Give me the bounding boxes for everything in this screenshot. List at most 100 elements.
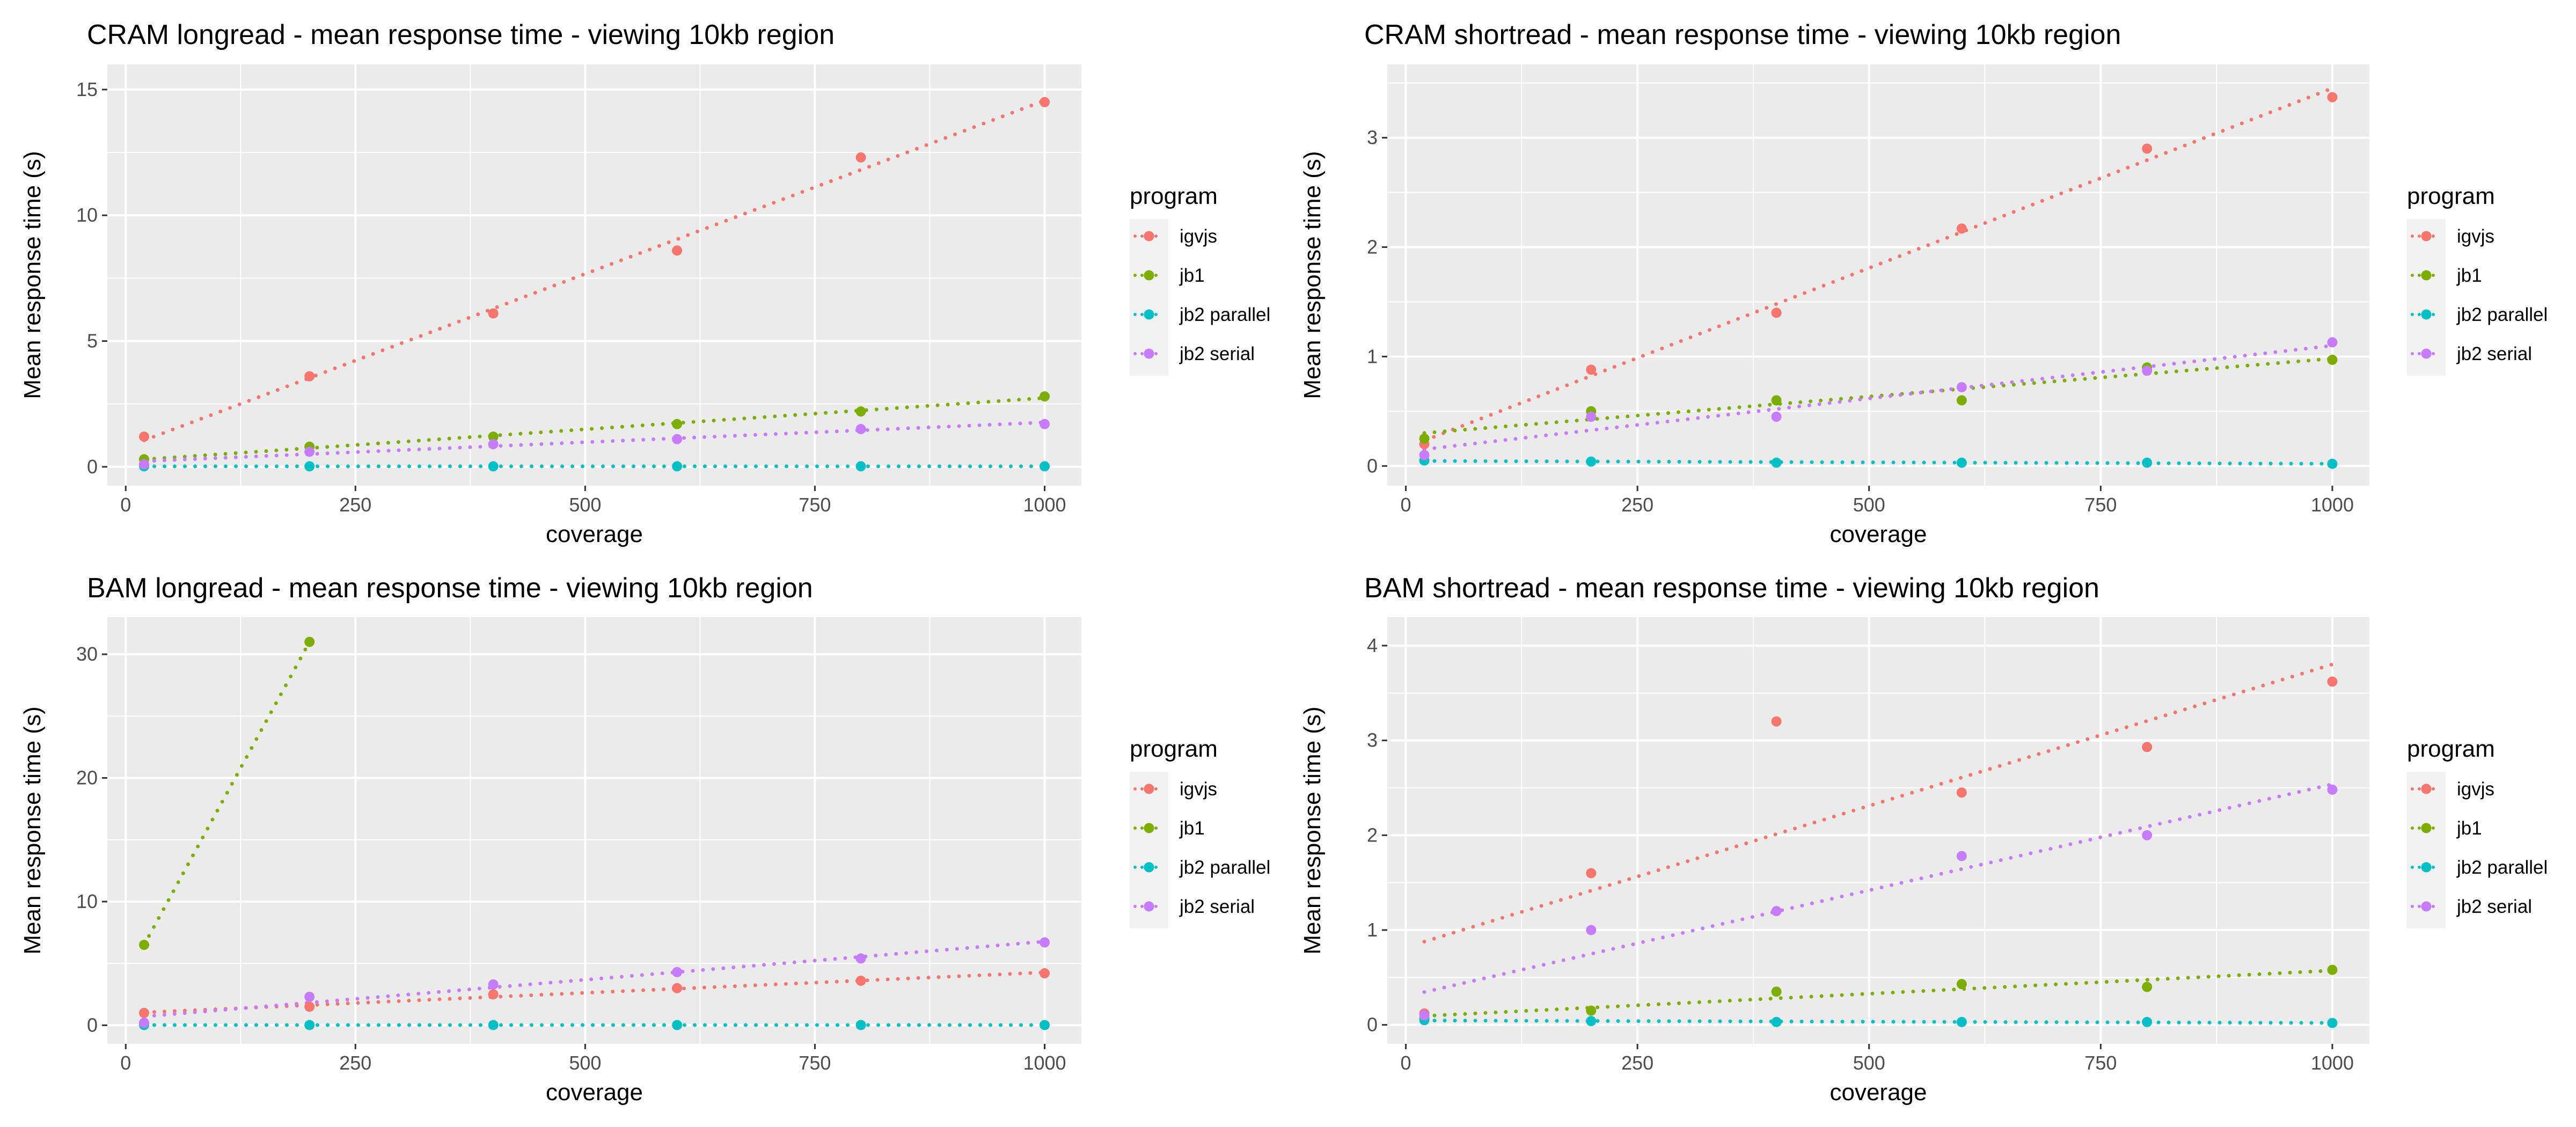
data-point-jb1 [1586,1005,1597,1016]
plot-panel [1387,64,2369,486]
data-point-jb1 [1040,391,1050,402]
y-tick-label: 0 [87,1014,98,1036]
data-point-jb1 [1771,395,1782,406]
plot-panel [107,64,1081,486]
data-point-igvjs [672,245,683,256]
legend-key-point [2421,784,2432,794]
x-tick-label: 500 [569,1052,601,1074]
data-point-igvjs [1586,364,1597,375]
data-point-igvjs [1040,97,1050,107]
legend-item: jb1 [2411,265,2482,286]
legend-key-point [2421,231,2432,241]
data-point-igvjs [1771,308,1782,318]
data-point-jb2-serial [855,424,866,435]
legend-item: igvjs [1133,226,1217,247]
plot-title: BAM shortread - mean response time - vie… [1364,573,2099,604]
data-point-jb2-parallel [1586,1016,1597,1027]
data-point-jb2-parallel [1040,461,1050,472]
plot-title: CRAM shortread - mean response time - vi… [1364,19,2121,50]
data-point-igvjs [488,308,499,319]
legend-item: jb2 serial [1133,343,1255,364]
data-point-jb2-parallel [304,1020,315,1030]
data-point-jb2-serial [855,953,866,964]
data-point-jb1 [488,431,499,442]
data-point-igvjs [488,989,499,1000]
x-tick-label: 750 [799,1052,831,1074]
y-tick-label: 1 [1367,345,1378,367]
x-tick-label: 500 [569,494,601,516]
data-point-jb2-parallel [2142,1016,2153,1027]
x-tick-label: 1000 [2311,494,2354,516]
legend-label: jb1 [1179,265,1205,286]
legend-key-point [2421,309,2432,320]
legend: program igvjs jb1 jb2 parallel jb2 serial [2407,183,2548,376]
data-point-jb2-serial [1419,450,1430,460]
y-axis-label: Mean response time (s) [1299,151,1326,399]
legend-key-point [1144,348,1154,359]
legend-item: igvjs [1133,779,1217,800]
data-point-jb2-serial [1586,412,1597,422]
data-point-jb1 [1419,433,1430,444]
legend-item: jb2 parallel [2411,857,2548,878]
legend-item: jb2 parallel [1133,304,1270,325]
x-tick-label: 250 [1621,494,1653,516]
legend-item: jb1 [1133,818,1205,839]
legend-key-point [1144,309,1154,320]
legend-key-point [2421,823,2432,833]
legend-item: jb1 [2411,818,2482,839]
data-point-jb2-parallel [1586,456,1597,467]
data-point-jb2-serial [304,991,315,1002]
data-point-jb2-serial [672,434,683,444]
legend-key-point [1144,270,1154,281]
legend-key-point [2421,901,2432,912]
y-tick-label: 0 [87,456,98,478]
trend-line-jb2-serial [142,939,1047,1019]
legend-key-point [1144,823,1154,833]
data-point-igvjs [1956,223,1967,234]
legend-label: igvjs [2457,779,2494,800]
legend-label: jb1 [2456,265,2482,286]
x-tick-label: 750 [799,494,831,516]
legend-label: jb2 parallel [2456,857,2548,878]
data-point-jb2-serial [1771,906,1782,917]
legend-key-point [2421,348,2432,359]
legend-key-point [1144,231,1154,241]
x-axis-label: coverage [546,521,643,547]
legend-label: jb2 parallel [1179,304,1270,325]
trend-line-igvjs [1422,86,2334,443]
legend-title: program [2407,183,2495,209]
data-point-jb2-parallel [855,1020,866,1030]
x-tick-label: 750 [2084,1052,2117,1074]
y-axis-label: Mean response time (s) [1299,706,1326,954]
legend-item: jb2 parallel [1133,857,1270,878]
data-point-jb2-serial [1419,1010,1430,1021]
trend-line-jb1 [1422,356,2334,435]
y-tick-label: 1 [1367,919,1378,941]
y-tick-label: 5 [87,330,98,352]
trend-line-jb2-parallel [1422,459,2334,466]
data-point-igvjs [855,152,866,163]
y-axis-label: Mean response time (s) [19,151,46,399]
y-tick-label: 10 [76,204,98,226]
y-tick-label: 2 [1367,824,1378,846]
data-point-igvjs [304,371,315,382]
y-tick-label: 4 [1367,634,1378,656]
y-tick-label: 15 [76,78,98,100]
data-point-jb1 [138,940,149,950]
y-tick-label: 20 [76,767,98,789]
y-tick-label: 3 [1367,127,1378,149]
trend-line-jb1 [1422,968,2334,1018]
legend-item: jb2 serial [2411,896,2532,917]
data-point-jb2-serial [1040,419,1050,429]
data-point-jb2-serial [1956,382,1967,392]
legend-key-point [2421,270,2432,281]
legend-label: jb2 parallel [2456,304,2548,325]
data-point-jb2-serial [2142,830,2153,840]
y-tick-label: 30 [76,643,98,665]
data-point-jb2-serial [138,1018,149,1028]
x-tick-label: 500 [1853,1052,1885,1074]
x-tick-label: 0 [1401,494,1411,516]
data-point-jb2-serial [1956,851,1967,861]
y-axis-label: Mean response time (s) [19,706,46,954]
